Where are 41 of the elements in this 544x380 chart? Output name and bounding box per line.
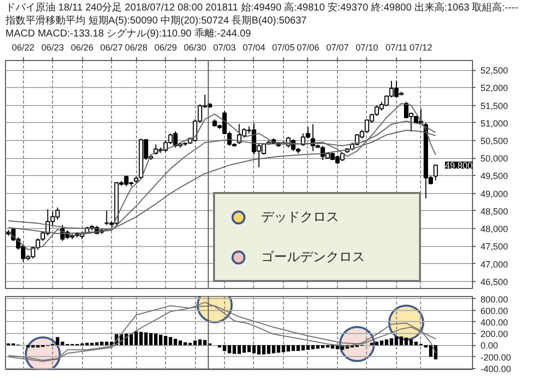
y-tick-label: 200.00 xyxy=(480,329,508,340)
y-tick-label: 46,500 xyxy=(480,276,508,287)
legend-label: デッドクロス xyxy=(261,208,340,226)
x-tick-label: 06/27 xyxy=(100,42,123,52)
text: 49,800 xyxy=(444,160,473,171)
x-tick-label: 06/29 xyxy=(154,42,177,52)
x-tick-label: 07/04 xyxy=(242,42,266,52)
x-tick-label: 06/23 xyxy=(41,42,64,52)
legend-label: ゴールデンクロス xyxy=(261,248,366,266)
x-tick-label: 07/07 xyxy=(326,42,349,52)
y-tick-label: -200.00 xyxy=(480,352,512,362)
y-tick-label: 600.00 xyxy=(480,306,508,316)
y-tick-label: 50,500 xyxy=(480,136,508,146)
y-tick-label: 400.00 xyxy=(480,317,508,328)
y-tick-label: -400.00 xyxy=(480,364,512,374)
y-tick-label: 51,000 xyxy=(480,118,508,128)
x-tick-label: 06/28 xyxy=(124,42,148,52)
y-tick-label: 47,500 xyxy=(480,242,508,252)
x-tick-label: 06/30 xyxy=(184,42,206,52)
y-tick-label: 48,000 xyxy=(480,224,508,234)
y-tick-label: 49,500 xyxy=(480,171,508,182)
x-tick-label: 07/11 xyxy=(385,42,408,52)
y-tick-label: 0.00 xyxy=(480,340,498,351)
chart-title: ドバイ原油 18/11 240分足 2018/07/12 08:00 201811 始:49490 高:49810 安:49370 終:49800 出来高:1063 取組高:---- xyxy=(6,2,518,14)
x-tick-label: 07/10 xyxy=(356,42,378,52)
x-tick-label: 07/05 xyxy=(272,42,295,52)
text: MACD MACD:-133.18 シグナル(9):110.90 乖離:-244.09 xyxy=(6,28,252,40)
y-tick-label: 47,000 xyxy=(480,259,508,270)
y-tick-label: 50,000 xyxy=(480,154,508,164)
y-tick-label: 52,000 xyxy=(480,83,508,94)
x-tick-label: 07/03 xyxy=(213,42,236,52)
y-tick-label: 49,000 xyxy=(480,188,508,199)
y-tick-label: 800.00 xyxy=(480,294,508,304)
y-tick-label: 48,500 xyxy=(480,206,508,216)
x-tick-label: 07/06 xyxy=(296,42,320,52)
x-tick-label: 07/12 xyxy=(410,42,432,52)
x-tick-label: 06/22 xyxy=(12,42,34,52)
y-tick-label: 51,500 xyxy=(480,100,508,111)
chart-subtitle: 指数平滑移動平均 短期A(5):50090 中期(20):50724 長期B(40):50637 xyxy=(4,14,308,26)
y-tick-label: 52,500 xyxy=(480,66,508,76)
x-tick-label: 06/26 xyxy=(70,42,94,52)
